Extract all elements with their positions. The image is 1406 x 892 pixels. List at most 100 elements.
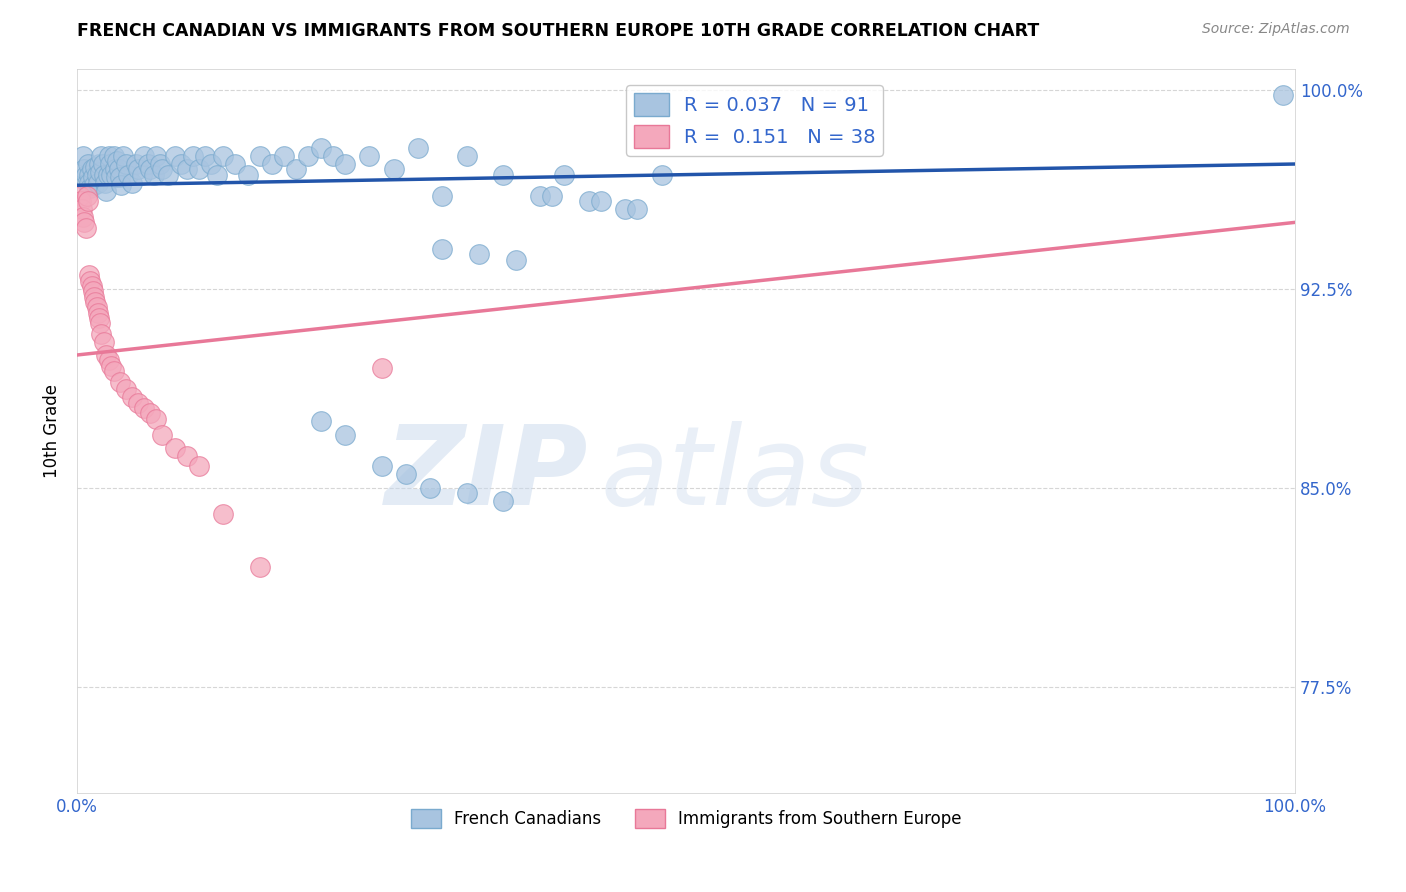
Point xyxy=(553,168,575,182)
Point xyxy=(103,364,125,378)
Point xyxy=(132,401,155,415)
Point xyxy=(87,157,110,171)
Point xyxy=(82,285,104,299)
Text: ZIP: ZIP xyxy=(385,420,589,527)
Point xyxy=(90,149,112,163)
Point xyxy=(589,194,612,208)
Point xyxy=(110,178,132,193)
Point xyxy=(83,290,105,304)
Point xyxy=(187,162,209,177)
Point xyxy=(432,242,454,256)
Point xyxy=(72,210,94,224)
Point xyxy=(69,194,91,208)
Point xyxy=(82,170,104,185)
Point xyxy=(127,395,149,409)
Point xyxy=(181,149,204,163)
Point xyxy=(105,170,128,185)
Point xyxy=(89,165,111,179)
Point xyxy=(121,391,143,405)
Point xyxy=(97,353,120,368)
Point xyxy=(145,411,167,425)
Point xyxy=(163,441,186,455)
Point xyxy=(194,149,217,163)
Point xyxy=(492,494,515,508)
Point xyxy=(87,305,110,319)
Point xyxy=(77,268,100,283)
Point xyxy=(492,168,515,182)
Point xyxy=(142,168,165,182)
Point xyxy=(75,168,97,182)
Point xyxy=(419,481,441,495)
Point xyxy=(124,157,146,171)
Point xyxy=(72,149,94,163)
Point xyxy=(108,375,131,389)
Point xyxy=(212,507,235,521)
Point xyxy=(108,170,131,185)
Point xyxy=(322,149,344,163)
Point xyxy=(145,149,167,163)
Text: Source: ZipAtlas.com: Source: ZipAtlas.com xyxy=(1202,22,1350,37)
Point xyxy=(86,168,108,182)
Point xyxy=(139,162,162,177)
Text: FRENCH CANADIAN VS IMMIGRANTS FROM SOUTHERN EUROPE 10TH GRADE CORRELATION CHART: FRENCH CANADIAN VS IMMIGRANTS FROM SOUTH… xyxy=(77,22,1039,40)
Point xyxy=(157,168,180,182)
Point xyxy=(104,162,127,177)
Point xyxy=(93,334,115,349)
Text: atlas: atlas xyxy=(600,420,869,527)
Point xyxy=(651,168,673,182)
Point xyxy=(359,149,381,163)
Point xyxy=(614,202,637,216)
Point xyxy=(176,449,198,463)
Point xyxy=(578,194,600,208)
Point xyxy=(121,176,143,190)
Point xyxy=(89,316,111,330)
Point xyxy=(505,252,527,267)
Point xyxy=(76,176,98,190)
Point xyxy=(97,149,120,163)
Point xyxy=(98,157,121,171)
Point xyxy=(84,294,107,309)
Point xyxy=(260,157,283,171)
Point xyxy=(80,162,103,177)
Point xyxy=(114,383,136,397)
Point xyxy=(107,162,129,177)
Point xyxy=(131,168,153,182)
Point xyxy=(456,486,478,500)
Point xyxy=(273,149,295,163)
Point xyxy=(626,202,648,216)
Point xyxy=(1271,88,1294,103)
Y-axis label: 10th Grade: 10th Grade xyxy=(44,384,60,477)
Point xyxy=(468,247,491,261)
Point xyxy=(94,176,117,190)
Point xyxy=(73,162,96,177)
Point xyxy=(150,162,173,177)
Point xyxy=(136,157,159,171)
Point xyxy=(91,157,114,171)
Point xyxy=(370,459,392,474)
Point xyxy=(249,149,271,163)
Point xyxy=(236,168,259,182)
Point xyxy=(73,215,96,229)
Point xyxy=(83,178,105,193)
Point xyxy=(84,160,107,174)
Point xyxy=(139,406,162,420)
Point xyxy=(77,176,100,190)
Point xyxy=(96,184,118,198)
Point xyxy=(187,459,209,474)
Point xyxy=(114,157,136,171)
Point xyxy=(79,181,101,195)
Point xyxy=(96,348,118,362)
Point xyxy=(103,149,125,163)
Point xyxy=(333,427,356,442)
Point xyxy=(76,189,98,203)
Point xyxy=(456,149,478,163)
Point xyxy=(224,157,246,171)
Point xyxy=(86,300,108,314)
Point xyxy=(87,310,110,325)
Point xyxy=(529,189,551,203)
Point xyxy=(212,149,235,163)
Point xyxy=(309,414,332,428)
Legend: French Canadians, Immigrants from Southern Europe: French Canadians, Immigrants from Southe… xyxy=(404,803,969,835)
Point xyxy=(90,326,112,341)
Point xyxy=(87,176,110,190)
